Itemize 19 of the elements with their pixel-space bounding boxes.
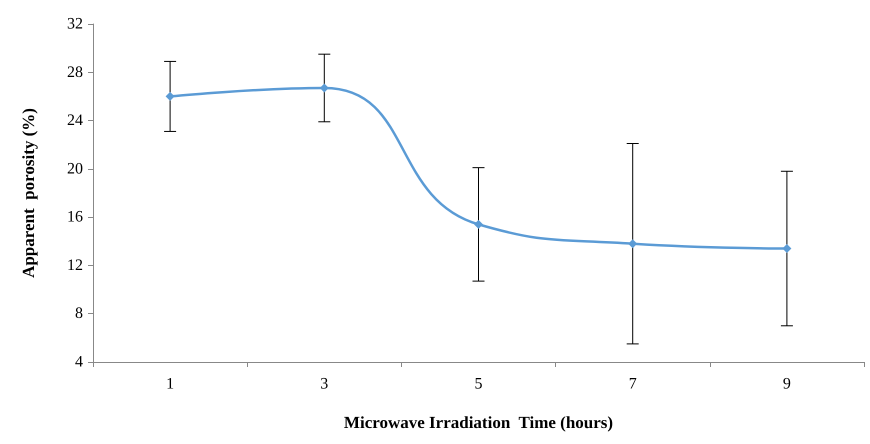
y-tick-label: 16 xyxy=(67,208,83,226)
y-tick-label: 12 xyxy=(67,256,83,274)
x-tick-label: 9 xyxy=(782,376,791,392)
y-tick-label: 24 xyxy=(67,112,83,130)
x-tick-label: 3 xyxy=(320,376,328,392)
x-tick-label: 5 xyxy=(474,376,482,392)
point xyxy=(320,83,329,92)
x-axis-title: Microwave Irradiation Time (hours) xyxy=(344,413,614,432)
point xyxy=(166,92,175,101)
y-tick-label: 20 xyxy=(67,160,83,178)
point xyxy=(628,239,638,248)
x-tick-label: 7 xyxy=(628,376,637,392)
y-tick-label: 8 xyxy=(75,305,83,322)
x-tick-label: 1 xyxy=(166,376,174,392)
point xyxy=(474,220,483,229)
y-tick-label: 28 xyxy=(67,64,83,81)
y-tick-label: 4 xyxy=(75,354,83,370)
y-axis-title: Apparent porosity (%) xyxy=(19,108,38,278)
y-tick-label: 32 xyxy=(67,16,83,32)
